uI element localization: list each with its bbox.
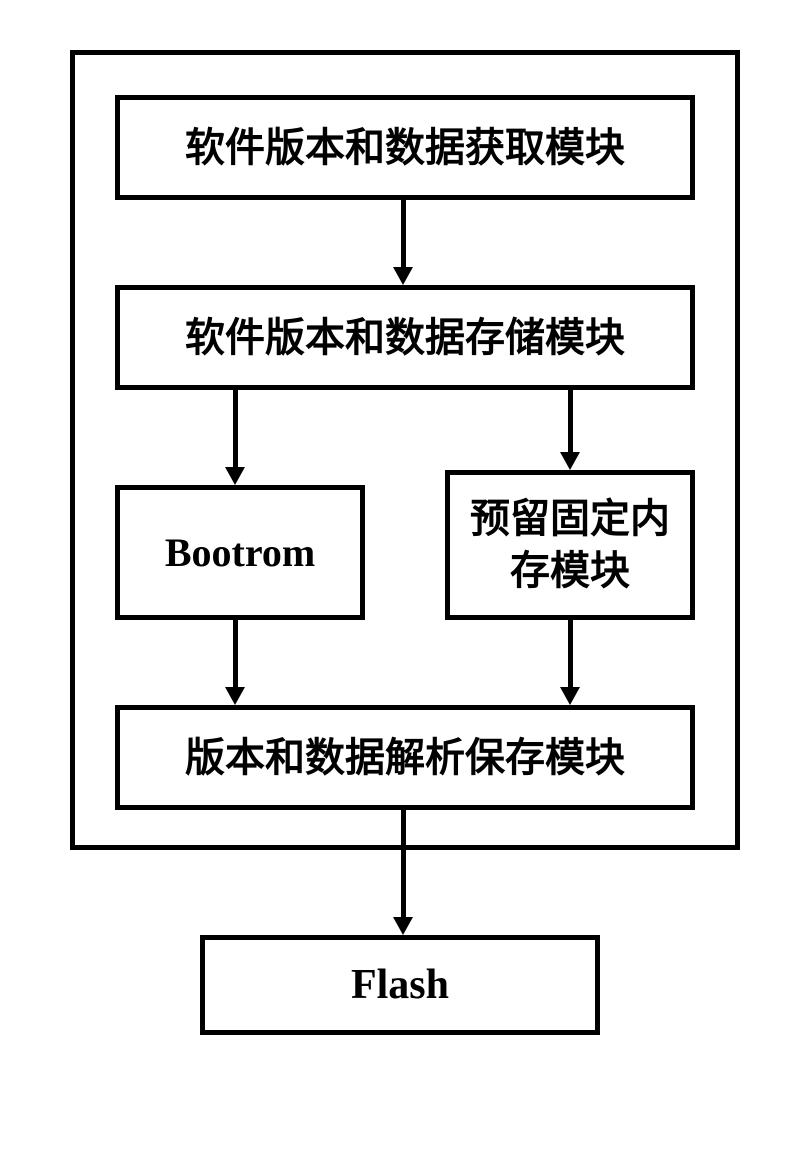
- node-flash: Flash: [200, 935, 600, 1035]
- arrow-head-icon: [225, 467, 245, 485]
- edge-line: [568, 390, 573, 452]
- edge-line: [568, 620, 573, 687]
- node-reserved-label: 预留固定内 存模块: [470, 493, 670, 597]
- edge-line: [233, 620, 238, 687]
- node-bootrom: Bootrom: [115, 485, 365, 620]
- arrow-head-icon: [393, 917, 413, 935]
- arrow-head-icon: [560, 687, 580, 705]
- edge-line: [233, 390, 238, 467]
- node-parse: 版本和数据解析保存模块: [115, 705, 695, 810]
- node-bootrom-label: Bootrom: [165, 527, 315, 579]
- arrow-head-icon: [560, 452, 580, 470]
- node-acquire-label: 软件版本和数据获取模块: [185, 122, 625, 174]
- node-parse-label: 版本和数据解析保存模块: [185, 732, 625, 784]
- node-reserved: 预留固定内 存模块: [445, 470, 695, 620]
- arrow-head-icon: [225, 687, 245, 705]
- node-flash-label: Flash: [351, 958, 449, 1013]
- edge-line: [401, 200, 406, 267]
- flowchart-diagram: 软件版本和数据获取模块 软件版本和数据存储模块 Bootrom 预留固定内 存模…: [70, 50, 740, 1110]
- arrow-head-icon: [393, 267, 413, 285]
- node-acquire: 软件版本和数据获取模块: [115, 95, 695, 200]
- node-store: 软件版本和数据存储模块: [115, 285, 695, 390]
- edge-line: [401, 810, 406, 917]
- node-store-label: 软件版本和数据存储模块: [185, 312, 625, 364]
